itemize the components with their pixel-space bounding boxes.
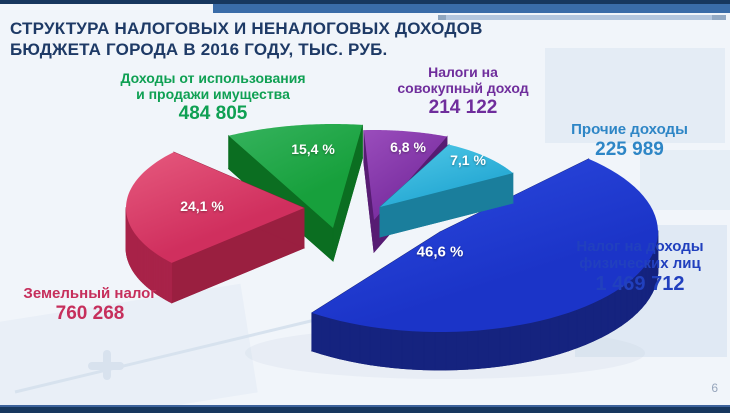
pie-slice-land_tax-top	[126, 152, 304, 263]
pie-slice-personal_income_tax-rim	[349, 322, 361, 364]
pie-slice-personal_income_tax-rim	[499, 326, 511, 367]
label-personal-income-tax-name: Налог на доходы физических лиц	[576, 238, 704, 272]
label-property-income-name: Доходы от использования и продажи имущес…	[120, 70, 306, 102]
label-land-tax-name: Земельный налог	[23, 285, 157, 302]
pie-slice-personal_income_tax-rim	[467, 330, 479, 370]
pie-slice-personal_income_tax-rim	[558, 312, 569, 355]
pct-property-income: 15,4 %	[291, 141, 335, 157]
top-light-accent-bar	[438, 15, 726, 20]
pie-slice-personal_income_tax-rim	[477, 328, 490, 369]
pie-slice-personal_income_tax-rim	[520, 322, 531, 364]
pie-slice-personal_income_tax-rim	[434, 331, 447, 371]
pie-slice-personal_income_tax-rim	[412, 330, 425, 371]
pct-other-income: 7,1 %	[450, 152, 486, 168]
pct-aggregate-income-tax: 6,8 %	[390, 139, 426, 155]
label-personal-income-tax-value: 1 469 712	[595, 273, 685, 295]
pie-slice-personal_income_tax-rim	[329, 317, 341, 360]
slide-title: СТРУКТУРА НАЛОГОВЫХ И НЕНАЛОГОВЫХ ДОХОДО…	[10, 19, 483, 59]
pie-slice-personal_income_tax-rim	[311, 312, 322, 355]
pie-slice-personal_income_tax-rim	[585, 302, 594, 346]
pie-slice-personal_income_tax-rim	[401, 330, 414, 370]
pie-slice-personal_income_tax-rim	[509, 324, 521, 366]
label-property-income-value: 484 805	[178, 103, 248, 124]
pie-slice-personal_income_tax-rim	[359, 324, 371, 366]
pie-slice-personal_income_tax-rim	[390, 329, 403, 369]
top-navy-bar	[0, 0, 730, 4]
pie-slice-personal_income_tax-rim	[456, 330, 468, 371]
pct-land-tax: 24,1 %	[180, 198, 224, 214]
pie-slice-personal_income_tax-rim	[369, 326, 381, 367]
pie-slice-personal_income_tax-rim	[488, 327, 501, 368]
pie-slice-personal_income_tax-rim	[380, 327, 392, 368]
top-blue-accent-bar	[213, 4, 730, 13]
label-land-tax-value: 760 268	[55, 303, 125, 324]
pie-slice-other_income-top	[380, 144, 513, 207]
label-aggregate-income-tax-name: Налоги на совокупный доход	[397, 64, 529, 96]
label-land-tax: Земельный налог 760 268	[6, 285, 174, 325]
label-other-income-name: Прочие доходы	[571, 121, 688, 138]
label-property-income: Доходы от использования и продажи имущес…	[95, 70, 331, 125]
pie-slice-personal_income_tax-rim	[530, 320, 541, 362]
pie-slice-property_income-top	[228, 124, 363, 228]
pie-slice-personal_income_tax-rim	[576, 305, 586, 349]
pie-slice-personal_income_tax-top	[311, 158, 658, 332]
label-personal-income-tax: Налог на доходы физических лиц 1 469 712	[551, 238, 729, 296]
page-number: 6	[711, 381, 718, 395]
pie-slice-personal_income_tax-rim	[320, 315, 331, 357]
pct-personal-income-tax: 46,6 %	[416, 243, 464, 261]
bottom-navy-bar	[0, 405, 730, 413]
label-aggregate-income-tax-value: 214 122	[428, 97, 498, 118]
pie-slice-personal_income_tax-rim	[600, 294, 609, 339]
pie-slice-personal_income_tax-rim	[567, 309, 578, 352]
label-other-income-value: 225 989	[595, 139, 664, 160]
pie-slice-aggregate_income_tax-top	[363, 130, 448, 220]
pie-slice-other_income-cut-face	[379, 172, 514, 238]
pie-slice-personal_income_tax-rim	[423, 331, 436, 371]
pie-slice-personal_income_tax-rim	[339, 320, 351, 362]
label-other-income: Прочие доходы 225 989	[547, 121, 712, 161]
pie-slice-personal_income_tax-rim	[607, 290, 616, 335]
pie-slice-personal_income_tax-rim	[445, 331, 457, 371]
pie-slice-personal_income_tax-rim	[549, 315, 560, 357]
pie-slice-personal_income_tax-rim	[593, 298, 602, 342]
label-aggregate-income-tax: Налоги на совокупный доход 214 122	[377, 64, 549, 119]
pie-slice-personal_income_tax-rim	[540, 317, 551, 360]
